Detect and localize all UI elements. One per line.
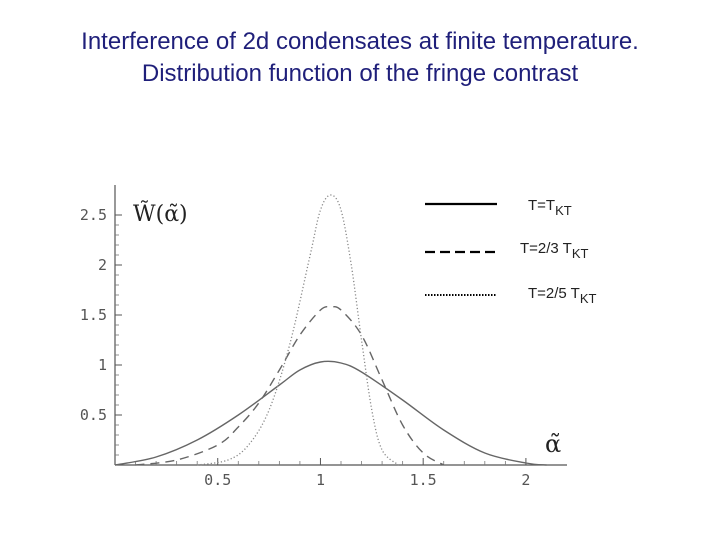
legend-label-solid: T=TKT xyxy=(528,197,572,218)
x-tick-label-1: 1 xyxy=(316,471,325,489)
legend-label-dotted: T=2/5 TKT xyxy=(528,285,597,306)
x-axis-label: α̃ xyxy=(545,430,561,458)
y-axis-label: W̃(α̃) xyxy=(133,201,188,227)
series-line-solid xyxy=(114,360,547,466)
y-tick-label-2: 1.5 xyxy=(80,306,107,324)
series-line-dashed xyxy=(135,306,445,466)
x-tick-label-2: 1.5 xyxy=(410,471,437,489)
x-tick-label-0: 0.5 xyxy=(204,471,231,489)
x-tick-label-3: 2 xyxy=(521,471,530,489)
chart-title-line-1: Interference of 2d condensates at finite… xyxy=(81,28,639,55)
y-tick-label-0: 0.5 xyxy=(80,406,107,424)
y-tick-label-4: 2.5 xyxy=(80,206,107,224)
series-line-dotted xyxy=(197,194,399,466)
legend-label-dashed: T=2/3 TKT xyxy=(520,240,589,261)
chart-title-line-2: Distribution function of the fringe cont… xyxy=(141,60,579,87)
y-tick-label-3: 2 xyxy=(98,256,107,274)
y-tick-label-1: 1 xyxy=(98,356,107,374)
